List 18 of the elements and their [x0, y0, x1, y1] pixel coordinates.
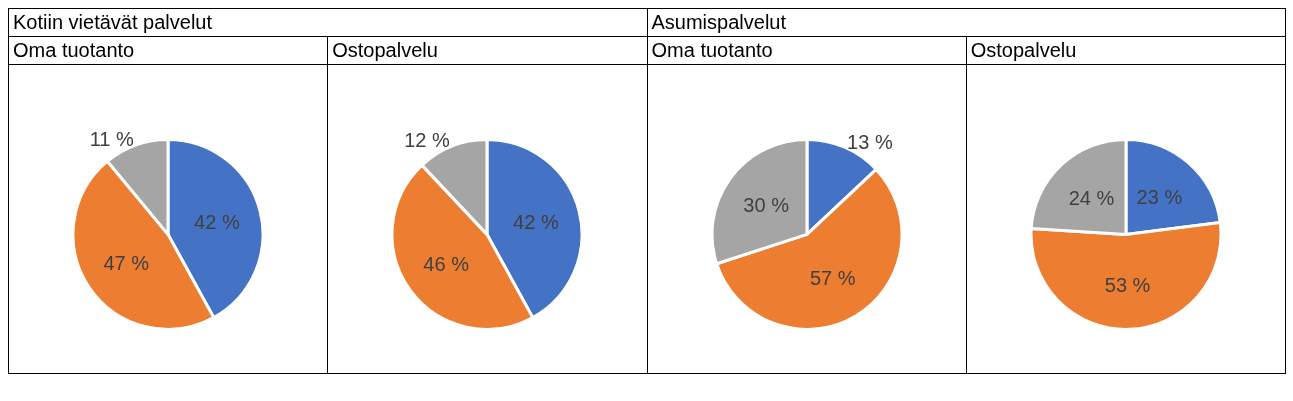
- data-label: 30 %: [742, 193, 789, 216]
- data-label: 57 %: [809, 266, 856, 289]
- data-label: 12 %: [404, 129, 451, 152]
- data-label: 23 %: [1136, 185, 1183, 208]
- data-label: 24 %: [1068, 186, 1115, 209]
- chart-subtitle: Kotiin vietävät palvelut: [8, 8, 647, 37]
- chart-subtitle: Asumispalvelut: [647, 8, 1286, 37]
- chart-title: Oma tuotanto: [647, 36, 967, 65]
- data-label: 46 %: [423, 253, 470, 276]
- chart-title: Ostopalvelu: [966, 36, 1286, 65]
- data-label: 53 %: [1104, 273, 1151, 296]
- chart-title: Oma tuotanto: [8, 36, 328, 65]
- data-label: 13 %: [846, 130, 893, 153]
- data-label: 11 %: [89, 128, 134, 151]
- data-label: 42 %: [513, 210, 560, 233]
- chart-title: Ostopalvelu: [327, 36, 647, 65]
- data-label: 42 %: [194, 210, 240, 233]
- data-label: 47 %: [103, 251, 150, 274]
